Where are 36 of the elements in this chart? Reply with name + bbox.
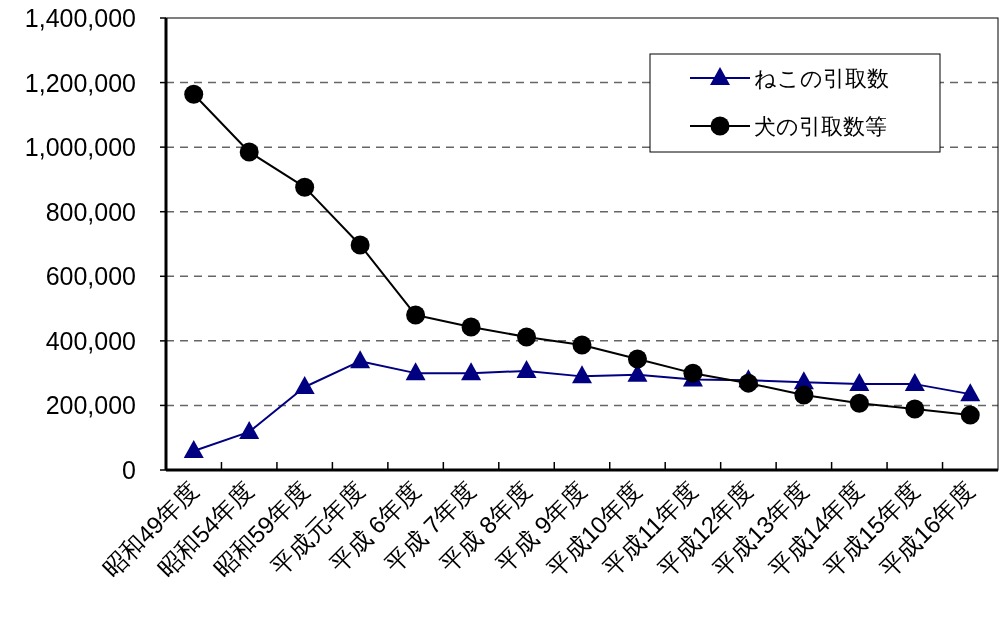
point	[627, 349, 647, 369]
y-tick-label: 600,000	[45, 262, 136, 291]
point	[572, 335, 592, 355]
point	[294, 376, 315, 395]
y-tick-label: 800,000	[45, 197, 136, 226]
point	[516, 359, 537, 378]
point	[572, 365, 592, 384]
point	[405, 362, 426, 381]
point	[239, 142, 259, 162]
point	[295, 177, 315, 197]
point	[683, 363, 703, 383]
point	[904, 373, 925, 392]
point	[350, 235, 370, 255]
point	[517, 327, 537, 347]
y-tick-label: 1,200,000	[24, 68, 136, 97]
point	[960, 383, 981, 402]
legend-label: ねこの引取数	[754, 66, 889, 91]
y-tick-label: 400,000	[45, 326, 136, 355]
point	[905, 399, 925, 419]
point	[461, 362, 482, 381]
legend-label: 犬の引取数等	[754, 114, 887, 139]
y-tick-label: 1,400,000	[24, 4, 136, 32]
point	[183, 439, 204, 458]
point	[849, 373, 870, 392]
point	[184, 84, 204, 104]
y-tick-label: 0	[122, 456, 136, 484]
point	[960, 405, 980, 425]
point	[350, 350, 371, 369]
point	[738, 373, 758, 393]
point	[239, 420, 260, 439]
point	[849, 393, 869, 413]
y-tick-label: 1,000,000	[24, 133, 136, 162]
point	[461, 317, 481, 337]
point	[794, 385, 814, 405]
point	[406, 305, 426, 325]
y-tick-label: 200,000	[45, 391, 136, 420]
